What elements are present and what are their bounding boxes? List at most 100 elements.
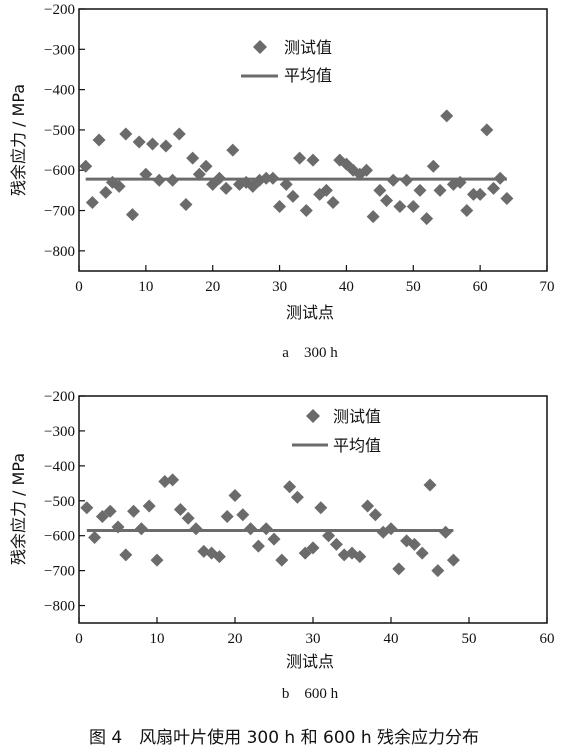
panel-a-xtick-label: 60 bbox=[473, 279, 488, 295]
panel-b-legend-marker bbox=[306, 409, 320, 423]
panel-a-data-point bbox=[286, 189, 300, 203]
panel-a-data-point bbox=[219, 181, 233, 195]
panel-b-data-point bbox=[95, 509, 109, 523]
panel-a-ytick-label: −800 bbox=[44, 244, 75, 260]
panel-b-xtick-label: 30 bbox=[306, 631, 321, 647]
panel-b-ytick-label: −400 bbox=[44, 459, 75, 475]
panel-a-ytick-label: −200 bbox=[44, 2, 75, 18]
panel-b-legend-points-label: 测试值 bbox=[333, 407, 381, 426]
panel-a-data-point bbox=[79, 159, 93, 173]
panel-a-data-point bbox=[406, 200, 420, 214]
panel-b: 0 10 20 30 40 50 60 −200 −300 −400 −500 −600 −700 −80… bbox=[9, 389, 555, 702]
panel-b-data-point bbox=[431, 564, 445, 578]
panel-b-ytick-label: −700 bbox=[44, 564, 75, 580]
panel-a-data-point bbox=[359, 163, 373, 177]
panel-b-data-point bbox=[173, 503, 187, 516]
panel-a-ytick-label: −300 bbox=[44, 42, 75, 58]
panel-a-data-point bbox=[319, 183, 333, 197]
panel-a-data-point bbox=[440, 109, 454, 123]
panel-b-data-point bbox=[283, 480, 297, 494]
panel-b-ylabel: 残余应力 / MPa bbox=[9, 453, 28, 565]
panel-b-data-point bbox=[150, 553, 164, 567]
panel-b-data-point bbox=[228, 489, 242, 503]
panel-a-data-point bbox=[466, 187, 480, 201]
panel-a-data-point bbox=[273, 200, 287, 214]
panel-a-xtick-label: 10 bbox=[138, 279, 153, 295]
panel-a-ytick-label: −700 bbox=[44, 204, 75, 220]
panel-b-xtick-label: 40 bbox=[384, 631, 399, 647]
panel-a-data-point bbox=[306, 153, 320, 167]
panel-a-xtick-label: 40 bbox=[339, 279, 354, 295]
panel-a-data-point bbox=[192, 167, 206, 181]
panel-a-data-point bbox=[112, 179, 126, 193]
panel-b-data-point bbox=[134, 522, 148, 536]
panel-b-data-point bbox=[439, 525, 453, 539]
panel-a-data-point bbox=[146, 137, 160, 151]
panel-a-plot-frame bbox=[78, 8, 548, 272]
panel-a-data-point bbox=[92, 133, 106, 147]
panel-b-ytick-label: −300 bbox=[44, 424, 75, 440]
panel-b-data-point bbox=[306, 541, 320, 555]
panel-a-data-point bbox=[139, 167, 153, 181]
panel-b-xtick-label: 20 bbox=[228, 631, 243, 647]
panel-a-data-point bbox=[326, 195, 340, 209]
panel-b-ytick-label: −500 bbox=[44, 494, 75, 510]
panel-b-data-point bbox=[392, 562, 406, 576]
panel-a-xtick-label: 70 bbox=[540, 279, 555, 295]
panel-b-data-point bbox=[446, 553, 460, 567]
panel-a-data-point bbox=[132, 135, 146, 149]
panel-a-data-point bbox=[246, 179, 260, 193]
panel-b-data-point bbox=[322, 529, 336, 543]
panel-a-data-point bbox=[373, 183, 387, 197]
panel-a-data-point bbox=[400, 173, 414, 187]
panel-b-ytick-label: −200 bbox=[44, 389, 75, 405]
panel-a-data-point bbox=[299, 204, 313, 218]
panel-a-data-point bbox=[152, 173, 166, 187]
panel-a-data-point bbox=[420, 212, 434, 226]
panel-b-sublabel: b 600 h bbox=[282, 686, 339, 702]
panel-a-ticks: 0 10 20 30 40 50 60 70 −200 −300 −400 −500 −600 −700 −… bbox=[44, 2, 554, 295]
panel-a-data-point bbox=[366, 210, 380, 224]
panel-b-data-point bbox=[267, 532, 281, 546]
panel-b-data-point bbox=[361, 499, 375, 513]
panel-a-data-point bbox=[125, 208, 139, 222]
panel-b-data-point bbox=[119, 548, 133, 562]
panel-a-data-point bbox=[413, 183, 427, 197]
panel-a-xtick-label: 20 bbox=[205, 279, 220, 295]
panel-b-marks bbox=[80, 473, 460, 578]
panel-a-data-point bbox=[293, 151, 307, 165]
panel-b-data-point bbox=[368, 508, 382, 522]
panel-a-data-point bbox=[393, 200, 407, 214]
panel-b-data-point bbox=[181, 511, 195, 525]
panel-a-data-point bbox=[199, 159, 213, 173]
panel-a-data-point bbox=[480, 123, 494, 137]
panel-b-data-point bbox=[142, 499, 156, 513]
figure-caption: 图 4 风扇叶片使用 300 h 和 600 h 残余应力分布 bbox=[89, 727, 479, 748]
panel-b-data-point bbox=[290, 490, 304, 504]
panel-b-xtick-label: 10 bbox=[150, 631, 165, 647]
panel-b-data-point bbox=[220, 509, 234, 523]
panel-a: 0 10 20 30 40 50 60 70 −200 −300 −400 −500 −600 −700 −… bbox=[9, 2, 555, 361]
panel-a-data-point bbox=[426, 159, 440, 173]
panel-a-data-point bbox=[279, 177, 293, 191]
panel-a-legend-marker bbox=[253, 40, 267, 54]
panel-b-data-point bbox=[407, 537, 421, 551]
panel-a-data-point bbox=[460, 204, 474, 218]
panel-b-xtick-label: 50 bbox=[462, 631, 477, 647]
panel-a-legend: 测试值 平均值 bbox=[241, 38, 332, 85]
panel-b-ticks: 0 10 20 30 40 50 60 −200 −300 −400 −500 −600 −700 −80… bbox=[44, 389, 554, 647]
panel-a-data-point bbox=[186, 151, 200, 165]
panel-b-data-point bbox=[189, 522, 203, 536]
panel-a-xtick-label: 30 bbox=[272, 279, 287, 295]
panel-a-data-point bbox=[119, 127, 133, 141]
panel-a-data-point bbox=[266, 171, 280, 185]
panel-a-legend-mean-label: 平均值 bbox=[284, 66, 332, 85]
panel-b-xlabel: 测试点 bbox=[286, 652, 334, 671]
panel-a-xtick-label: 50 bbox=[406, 279, 421, 295]
panel-b-data-point bbox=[236, 508, 250, 522]
panel-b-data-point bbox=[103, 504, 117, 518]
panel-a-data-point bbox=[433, 183, 447, 197]
panel-a-xlabel: 测试点 bbox=[286, 303, 334, 322]
panel-a-data-point bbox=[159, 139, 173, 153]
